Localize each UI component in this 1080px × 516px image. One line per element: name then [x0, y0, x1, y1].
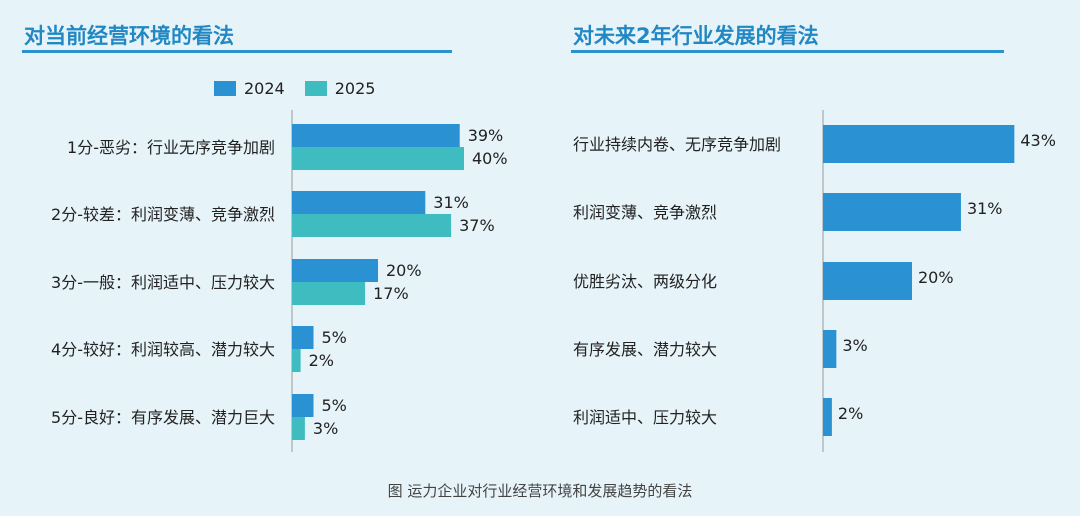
- left-value-label-2025: 37%: [459, 216, 495, 235]
- left-value-label-2024: 39%: [468, 126, 504, 145]
- left-value-label-2024: 5%: [322, 328, 347, 347]
- legend-swatch-2024: [214, 81, 236, 96]
- right-value-label: 43%: [1020, 131, 1056, 150]
- right-category-label: 有序发展、潜力较大: [573, 340, 717, 359]
- left-bar-2024: [292, 326, 314, 349]
- legend-item-2024: 2024: [214, 79, 285, 98]
- legend-label-2025: 2025: [334, 79, 376, 98]
- left-chart-title: 对当前经营环境的看法: [24, 24, 234, 48]
- left-bar-2025: [292, 349, 301, 372]
- right-bar: [823, 262, 912, 300]
- figure-caption: 图 运力企业对行业经营环境和发展趋势的看法: [387, 482, 693, 500]
- right-title-underline: [571, 50, 1004, 53]
- left-bar-2025: [292, 147, 464, 170]
- left-category-label: 3分-一般：利润适中、压力较大: [51, 273, 275, 292]
- left-bar-2025: [292, 417, 305, 440]
- legend-label-2024: 2024: [244, 79, 285, 98]
- left-category-label: 5分-良好：有序发展、潜力巨大: [51, 408, 275, 427]
- right-value-label: 31%: [967, 199, 1003, 218]
- left-value-label-2024: 20%: [386, 261, 422, 280]
- right-value-label: 2%: [838, 404, 863, 423]
- left-category-label: 1分-恶劣：行业无序竞争加剧: [67, 138, 275, 157]
- left-bar-2024: [292, 394, 314, 417]
- left-value-label-2025: 2%: [309, 351, 334, 370]
- right-bar: [823, 330, 837, 368]
- right-value-label: 20%: [918, 268, 954, 287]
- left-category-label: 4分-较好：利润较高、潜力较大: [51, 340, 275, 359]
- right-category-label: 利润变薄、竞争激烈: [573, 203, 717, 222]
- left-value-label-2025: 40%: [472, 149, 508, 168]
- right-bar: [823, 398, 832, 436]
- right-category-label: 优胜劣汰、两级分化: [573, 272, 717, 291]
- right-bar: [823, 193, 961, 231]
- left-category-label: 2分-较差：利润变薄、竞争激烈: [51, 205, 275, 224]
- right-category-label: 利润适中、压力较大: [573, 408, 717, 427]
- left-bar-2024: [292, 259, 378, 282]
- left-bar-2024: [292, 191, 426, 214]
- left-bar-2025: [292, 282, 366, 305]
- legend: 2024 2025: [214, 79, 395, 98]
- right-category-label: 行业持续内卷、无序竞争加剧: [573, 135, 781, 154]
- left-value-label-2024: 31%: [433, 193, 469, 212]
- left-value-label-2025: 3%: [313, 419, 338, 438]
- left-value-label-2024: 5%: [322, 396, 347, 415]
- legend-item-2025: 2025: [304, 79, 376, 98]
- left-title-underline: [22, 50, 452, 53]
- left-value-label-2025: 17%: [373, 284, 409, 303]
- legend-swatch-2025: [304, 81, 327, 96]
- left-bar-2025: [292, 214, 452, 237]
- left-bar-2024: [292, 124, 460, 147]
- right-bar: [823, 125, 1015, 163]
- right-chart-title: 对未来2年行业发展的看法: [573, 24, 819, 48]
- right-value-label: 3%: [842, 336, 867, 355]
